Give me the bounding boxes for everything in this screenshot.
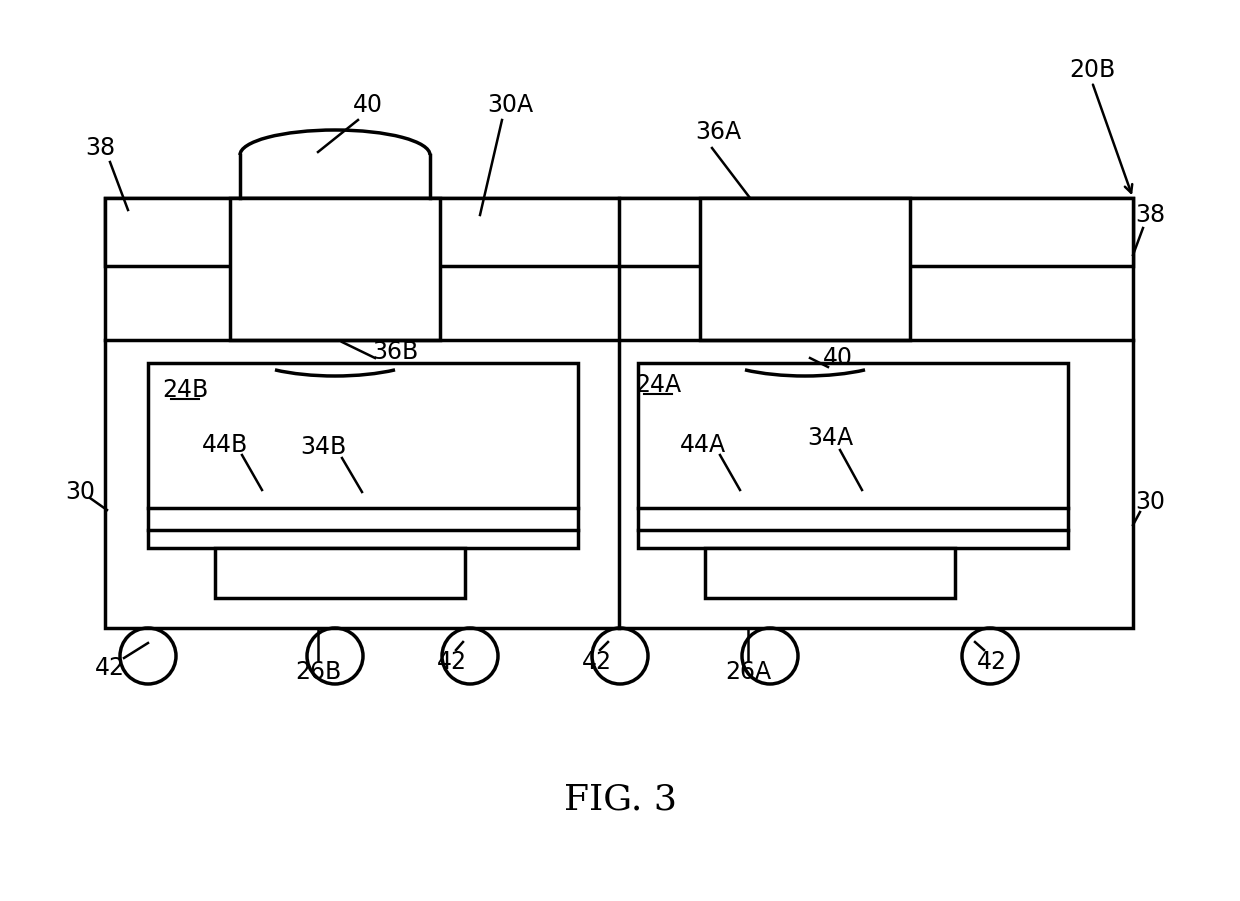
Text: 24B: 24B: [162, 378, 208, 402]
Text: 40: 40: [353, 93, 383, 117]
Text: 30: 30: [64, 480, 95, 504]
Bar: [215, 548, 465, 598]
Bar: [105, 198, 1133, 628]
Bar: [229, 198, 440, 340]
Text: 36A: 36A: [694, 120, 742, 144]
Bar: [148, 363, 578, 548]
Text: 34A: 34A: [807, 426, 853, 450]
Bar: [105, 198, 1133, 266]
Bar: [639, 363, 1068, 548]
Text: 26B: 26B: [295, 660, 341, 684]
Text: 34B: 34B: [300, 435, 346, 459]
Text: 44A: 44A: [680, 433, 727, 457]
Bar: [706, 548, 955, 598]
Text: 24A: 24A: [635, 373, 681, 397]
Text: 42: 42: [95, 656, 125, 680]
Text: 42: 42: [977, 650, 1007, 674]
Text: 20B: 20B: [1069, 58, 1115, 82]
Bar: [701, 198, 910, 340]
Text: 38: 38: [84, 136, 115, 160]
Text: 36B: 36B: [372, 340, 418, 364]
Text: 44B: 44B: [202, 433, 248, 457]
Text: FIG. 3: FIG. 3: [563, 783, 677, 817]
Text: 30: 30: [1135, 490, 1166, 514]
Text: 38: 38: [1135, 203, 1166, 227]
Text: 42: 42: [582, 650, 613, 674]
Polygon shape: [241, 155, 430, 198]
Text: 26A: 26A: [725, 660, 771, 684]
Text: 30A: 30A: [487, 93, 533, 117]
Text: 40: 40: [823, 346, 853, 370]
Text: 42: 42: [436, 650, 467, 674]
